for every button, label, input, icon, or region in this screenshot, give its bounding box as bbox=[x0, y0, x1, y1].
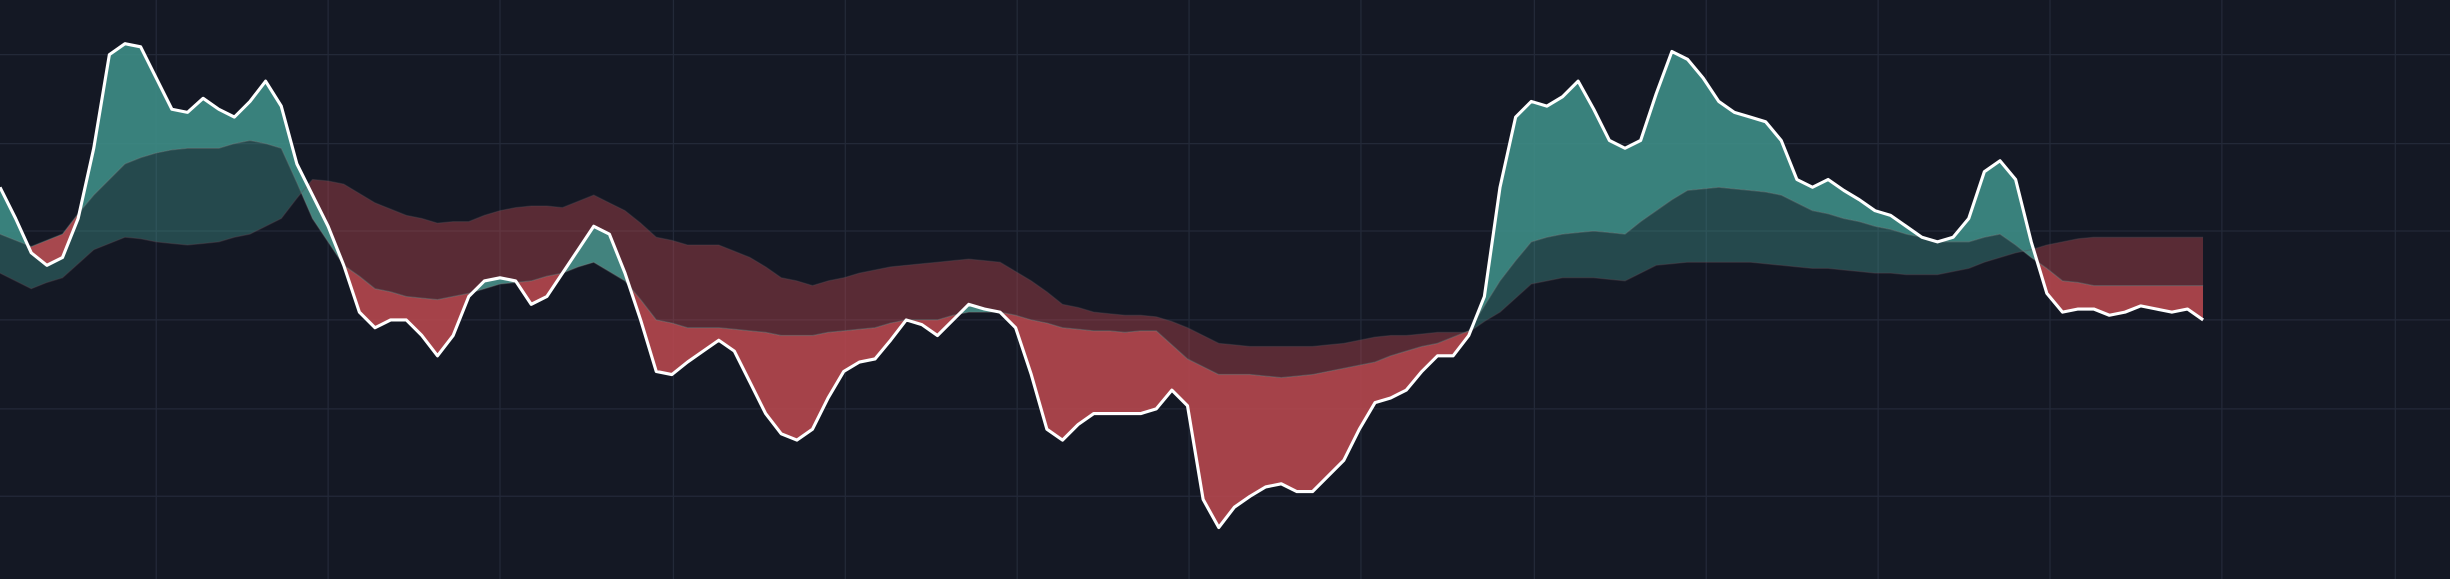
band-up bbox=[0, 43, 2204, 378]
band-down bbox=[0, 140, 2204, 528]
average-line bbox=[0, 139, 2204, 379]
average-line bbox=[0, 178, 2204, 348]
price-line bbox=[0, 42, 2205, 530]
